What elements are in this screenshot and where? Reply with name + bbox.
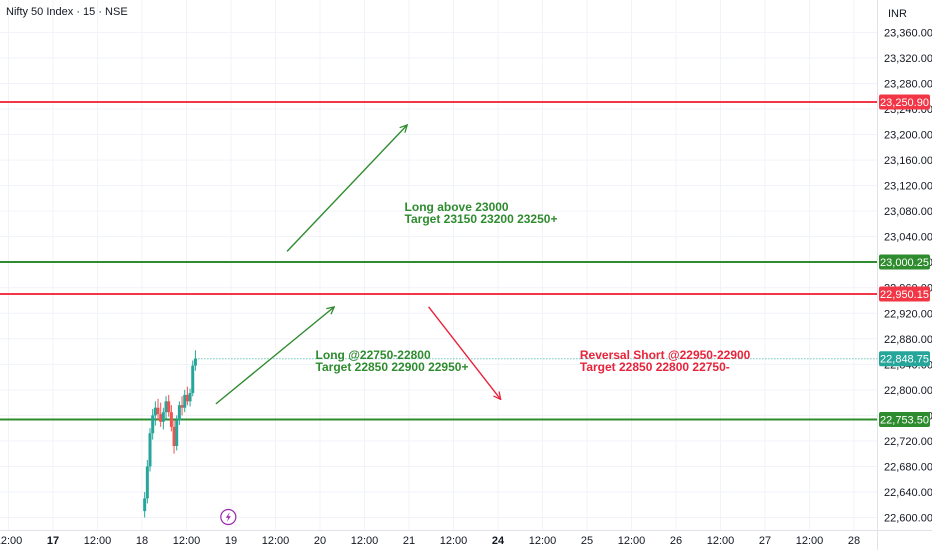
price-tick-label: 22,880.00	[884, 334, 932, 346]
time-tick-label: 25	[581, 535, 593, 547]
time-tick-label: 17	[47, 535, 59, 547]
time-tick-label: 27	[759, 535, 771, 547]
candle-body	[161, 412, 165, 422]
level-price-tag	[879, 94, 930, 110]
level-price-label: 23,000.25	[880, 257, 929, 269]
candle-body	[148, 433, 152, 467]
level-price-tag	[879, 286, 930, 302]
long-arrow	[215, 307, 334, 405]
candle-body	[172, 426, 176, 447]
candle-body	[169, 412, 173, 427]
last-price-tag	[879, 351, 930, 367]
price-tick-label: 23,040.00	[884, 232, 932, 244]
time-tick-label: 20	[314, 535, 326, 547]
time-tick-label: 24	[492, 535, 505, 547]
time-tick-label: 12:00	[262, 535, 290, 547]
time-tick-label: 12:00	[796, 535, 824, 547]
price-tick-label: 23,120.00	[884, 181, 932, 193]
price-tick-label: 22,600.00	[884, 513, 932, 525]
price-tick-label: 22,680.00	[884, 461, 932, 473]
lightning-icon	[225, 512, 231, 522]
price-tick-label: 22,920.00	[884, 308, 932, 320]
price-tick-label: 23,080.00	[884, 206, 932, 218]
level-price-label: 23,250.90	[880, 97, 929, 109]
symbol-title[interactable]: Nifty 50 Index · 15 · NSE	[6, 6, 128, 18]
price-tick-label: 22,720.00	[884, 436, 932, 448]
price-tick-label: 23,280.00	[884, 78, 932, 90]
time-tick-label: 12:00	[440, 535, 468, 547]
candle-body	[185, 394, 189, 402]
level-price-tag	[879, 412, 930, 428]
level-price-label: 22,950.15	[880, 289, 929, 301]
candle-body	[156, 407, 160, 415]
candle-body	[151, 415, 155, 434]
level-price-tag	[879, 254, 930, 270]
candle-body	[177, 405, 181, 421]
time-tick-label: 12:00	[707, 535, 735, 547]
level-price-label: 22,753.50	[880, 415, 929, 427]
time-tick-label: 21	[403, 535, 415, 547]
price-tick-label: 22,640.00	[884, 487, 932, 499]
time-tick-label: 12:00	[84, 535, 112, 547]
time-tick-label: 28	[848, 535, 860, 547]
price-tick-label: 23,200.00	[884, 130, 932, 142]
short-annotation-text: Reversal Short @22950-22900	[580, 348, 751, 362]
candle-body	[188, 393, 192, 402]
short-arrow	[428, 306, 501, 400]
price-tick-label: 23,160.00	[884, 155, 932, 167]
last-price-label: 22,848.75	[880, 354, 929, 366]
candle-body	[145, 466, 149, 499]
time-tick-label: 12:00	[351, 535, 379, 547]
price-tick-label: 23,320.00	[884, 53, 932, 65]
candle-body	[164, 401, 168, 413]
long-annotation-text: Long above 23000	[405, 200, 509, 214]
candle-body	[193, 358, 197, 366]
short-annotation-text: Target 22850 22800 22750-	[580, 360, 730, 374]
candle-body	[153, 407, 157, 416]
time-tick-label: 12:00	[618, 535, 646, 547]
candle-body	[191, 365, 195, 394]
long-annotation-text: Target 23150 23200 23250+	[405, 212, 558, 226]
long-annotation-text: Long @22750-22800	[316, 348, 431, 362]
long-annotation-text: Target 22850 22900 22950+	[316, 360, 469, 374]
time-tick-label: 26	[670, 535, 682, 547]
candle-body	[143, 498, 147, 512]
time-tick-label: 12:00	[173, 535, 201, 547]
candle-body	[159, 414, 163, 422]
candle-body	[183, 394, 187, 408]
currency-label[interactable]: INR	[888, 8, 907, 20]
time-tick-label: 18	[136, 535, 148, 547]
time-tick-label: 12:00	[0, 535, 22, 547]
candle-body	[180, 405, 184, 408]
time-tick-label: 19	[225, 535, 237, 547]
candle-body	[175, 420, 179, 447]
price-tick-label: 23,360.00	[884, 27, 932, 39]
candle-body	[167, 401, 171, 413]
price-tick-label: 22,800.00	[884, 385, 932, 397]
time-tick-label: 12:00	[529, 535, 557, 547]
long-arrow	[286, 125, 407, 252]
